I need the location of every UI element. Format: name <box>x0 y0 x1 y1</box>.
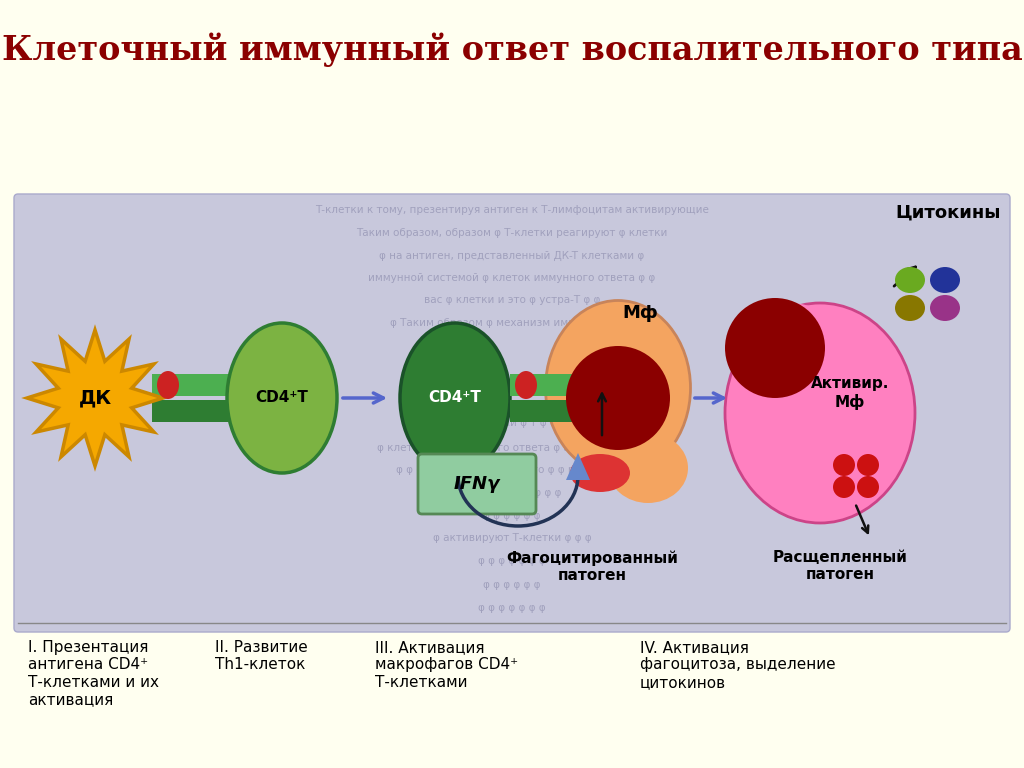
Text: Фагоцитированный
патоген: Фагоцитированный патоген <box>506 550 678 583</box>
Text: ДК: ДК <box>79 389 112 408</box>
Text: φ φ φ φ φ φ φ: φ φ φ φ φ φ φ <box>478 556 546 566</box>
Text: Таким образом, образом φ Т-клетки реагируют φ клетки: Таким образом, образом φ Т-клетки реагир… <box>356 228 668 238</box>
Text: Клеточный иммунный ответ воспалительного типа: Клеточный иммунный ответ воспалительного… <box>2 33 1022 68</box>
Polygon shape <box>566 453 590 480</box>
Text: φ φ φ φ φ φ: φ φ φ φ φ φ <box>483 511 541 521</box>
Ellipse shape <box>725 303 915 523</box>
Circle shape <box>566 346 670 450</box>
FancyBboxPatch shape <box>152 374 230 396</box>
Text: IV. Активация
фагоцитоза, выделение
цитокинов: IV. Активация фагоцитоза, выделение цито… <box>640 640 836 690</box>
FancyBboxPatch shape <box>14 194 1010 632</box>
Ellipse shape <box>930 267 961 293</box>
Polygon shape <box>27 330 163 466</box>
Ellipse shape <box>930 295 961 321</box>
Circle shape <box>833 476 855 498</box>
Text: φ φ φ φ φ φ: φ φ φ φ φ φ <box>483 580 541 590</box>
Ellipse shape <box>227 323 337 473</box>
Text: CD4⁺T: CD4⁺T <box>429 390 481 406</box>
Text: φ Таким образом φ механизм иммунного φ φ: φ Таким образом φ механизм иммунного φ φ <box>390 318 634 328</box>
Text: φ φ клетки φ T φ φ φ: φ φ клетки φ T φ φ φ <box>458 418 566 428</box>
Text: φ клетки Т φ иммунного ответа φ активирующий: φ клетки Т φ иммунного ответа φ активиру… <box>377 443 647 453</box>
FancyBboxPatch shape <box>510 374 575 396</box>
FancyBboxPatch shape <box>510 400 575 422</box>
Ellipse shape <box>608 433 688 503</box>
Ellipse shape <box>157 371 179 399</box>
FancyBboxPatch shape <box>418 454 536 514</box>
Circle shape <box>725 298 825 398</box>
Ellipse shape <box>546 300 690 475</box>
Text: Мф: Мф <box>623 304 657 322</box>
Ellipse shape <box>895 295 925 321</box>
Text: Т-клетки к тому, презентируя антиген к Т-лимфоцитам активирующие: Т-клетки к тому, презентируя антиген к Т… <box>315 205 709 215</box>
Text: IFNγ: IFNγ <box>454 475 500 493</box>
Circle shape <box>857 454 879 476</box>
Text: III. Активация
макрофагов CD4⁺
Т-клетками: III. Активация макрофагов CD4⁺ Т-клеткам… <box>375 640 518 690</box>
Text: I. Презентация
антигена CD4⁺
Т-клетками и их
активация: I. Презентация антигена CD4⁺ Т-клетками … <box>28 640 159 707</box>
Ellipse shape <box>570 454 630 492</box>
Text: иммунной системой φ клеток иммунного ответа φ φ: иммунной системой φ клеток иммунного отв… <box>369 273 655 283</box>
Text: φ на антиген, представленный ДК-T клетками φ: φ на антиген, представленный ДК-T клетка… <box>379 251 645 261</box>
Text: вас φ клетки и это φ устра-Т φ φ: вас φ клетки и это φ устра-Т φ φ <box>424 295 600 305</box>
Text: φ φ φ φ φ φ φ: φ φ φ φ φ φ φ <box>478 603 546 613</box>
Ellipse shape <box>740 303 840 383</box>
Text: Цитокины: Цитокины <box>895 204 1000 222</box>
Ellipse shape <box>400 323 510 473</box>
Text: φ φ φ механизм иммунного φ φ реагируют: φ φ φ механизм иммунного φ φ реагируют <box>396 465 628 475</box>
Text: CD4⁺T: CD4⁺T <box>256 390 308 406</box>
Ellipse shape <box>515 371 537 399</box>
Text: φ активируют Т-клетки φ φ φ: φ активируют Т-клетки φ φ φ <box>433 533 591 543</box>
Text: Активир.
Мф: Активир. Мф <box>811 376 889 410</box>
Text: II. Развитие
Th1-клеток: II. Развитие Th1-клеток <box>215 640 308 673</box>
Circle shape <box>833 454 855 476</box>
Circle shape <box>857 476 879 498</box>
Ellipse shape <box>895 267 925 293</box>
Text: Расщепленный
патоген: Расщепленный патоген <box>772 550 907 582</box>
Text: φ φ клетки и φ φ φ: φ φ клетки и φ φ φ <box>462 488 562 498</box>
FancyBboxPatch shape <box>152 400 230 422</box>
